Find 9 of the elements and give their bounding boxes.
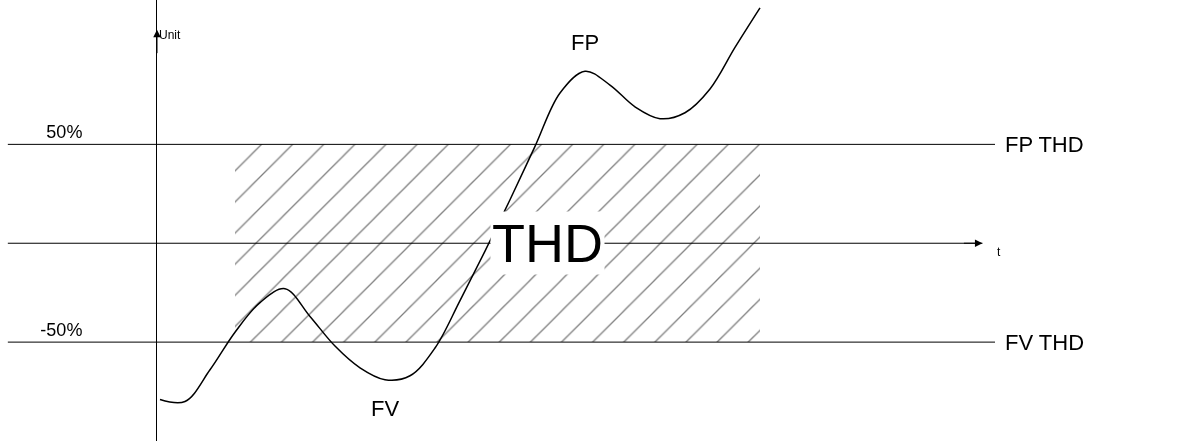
text: t (997, 245, 1001, 259)
annotation: FV (371, 396, 400, 421)
annotation: Unit (159, 28, 182, 42)
band-label: THD (492, 213, 603, 273)
ref-line-label: FV THD (1005, 330, 1085, 355)
ref-line-label: FP THD (1005, 132, 1084, 157)
y-tick-label: -50% (40, 319, 83, 340)
annotation: FP (571, 30, 600, 55)
y-tick-label: 50% (46, 122, 83, 143)
